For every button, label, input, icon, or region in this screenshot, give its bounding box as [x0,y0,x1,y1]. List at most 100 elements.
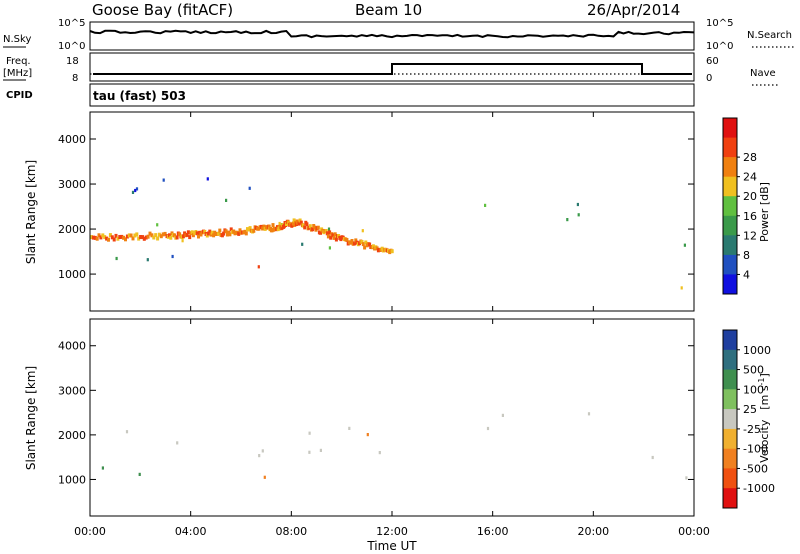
colorbar-cell [723,330,737,351]
data-cell [486,426,490,431]
colorbar-tick-label: 100 [743,383,764,396]
data-cell [99,235,103,240]
colorbar-cell [723,137,737,158]
data-cell [125,234,129,239]
data-cell [115,256,118,261]
data-cell [131,236,135,241]
data-cell [197,234,200,239]
velocity-panel: 1000 2000 3000 4000 Slant Range [km] 1000 50… [24,318,775,517]
data-cell [222,231,226,236]
noise-left-tick-bottom: 10^0 [58,41,85,52]
power-y-ticks: 1000 2000 3000 4000 [58,133,694,281]
noise-right-tick-bottom: 10^0 [706,41,733,52]
data-cell [324,229,328,233]
data-cell [257,265,260,269]
data-cell [683,243,686,247]
data-cell [366,433,369,437]
data-cell [181,234,185,239]
data-cell [162,178,165,182]
data-cell [188,235,192,240]
freq-panel: Freq. [MHz] CPID 18 8 60 0 Nave [3,52,778,101]
x-axis-label: Time UT [366,539,417,553]
colorbar-cell [723,254,737,275]
power-panel: 1000 2000 3000 4000 Slant Range [km] 4 8 12 16… [24,111,771,312]
data-cell [285,222,288,226]
data-cell [328,246,331,250]
data-cell [363,245,367,250]
data-cell [329,235,333,240]
data-cell [501,413,504,417]
data-cell [248,226,252,231]
data-cell [110,235,114,240]
power-panel-frame [89,111,695,312]
data-cell [364,240,368,245]
data-cell [228,232,232,237]
data-cell [587,412,591,416]
data-cell [148,231,152,236]
data-cell [107,237,110,242]
colorbar-tick-label: 1000 [743,344,771,357]
data-cell [101,233,105,238]
colorbar-tick-label: 25 [743,403,757,416]
colorbar-tick-label: -500 [743,462,768,475]
x-tick-label: 16:00 [477,525,509,538]
data-cell [651,455,654,460]
freq-label: Freq. [6,56,31,67]
x-tick-label: 20:00 [577,525,609,538]
data-cell [169,235,173,240]
y-tick-label: 1000 [58,473,86,486]
data-cell [680,286,683,290]
colorbar-tick-label: 16 [743,210,757,223]
data-cell [244,231,248,236]
data-cell [348,426,351,430]
data-cell [195,231,199,236]
velocity-data-marks [101,412,688,480]
data-cell [129,233,133,238]
data-cell [566,218,569,222]
data-cell [135,187,139,191]
noise-right-label: N.Search [747,30,792,41]
data-cell [101,466,104,470]
colorbar-cell [723,369,737,390]
cpid-label: CPID [6,90,33,101]
nave-tick-60: 60 [706,56,719,67]
velocity-colorbar-label: Velocity [m s-1] [757,373,771,463]
data-cell [301,242,304,246]
data-cell [191,233,195,238]
data-cell [176,441,179,445]
data-cell [144,235,148,240]
data-cell [333,232,337,237]
data-cell [125,430,129,434]
data-cell [308,431,311,435]
data-cell [225,198,228,202]
colorbar-cell [723,157,737,178]
data-cell [299,220,303,225]
colorbar-tick-label: -25 [743,423,761,436]
colorbar-cell [723,274,737,295]
data-cell [354,238,358,243]
data-cell [224,229,228,234]
y-tick-label: 4000 [58,340,86,353]
data-cell [114,233,118,238]
colorbar-cell [723,118,737,139]
data-cell [368,242,372,247]
data-cell [248,186,251,190]
velocity-y-label: Slant Range [km] [24,366,38,470]
data-cell [137,236,141,241]
data-cell [134,188,137,193]
x-tick-label: 00:00 [678,525,710,538]
power-colorbar: 4 8 12 16 20 24 28 [722,117,757,295]
colorbar-cell [723,235,737,256]
data-cell [258,454,261,458]
colorbar-tick-label: 8 [743,249,750,262]
x-axis-ticks: 00:00 04:00 08:00 12:00 16:00 20:00 00:00 [74,112,710,538]
data-cell [292,218,296,223]
colorbar-tick-label: 4 [743,268,750,281]
colorbar-cell [723,196,737,217]
colorbar-tick-label: 12 [743,229,757,242]
data-cell [308,224,312,229]
data-cell [97,233,101,238]
x-tick-label: 00:00 [74,525,106,538]
power-data-marks [90,177,686,290]
data-cell [313,225,317,230]
